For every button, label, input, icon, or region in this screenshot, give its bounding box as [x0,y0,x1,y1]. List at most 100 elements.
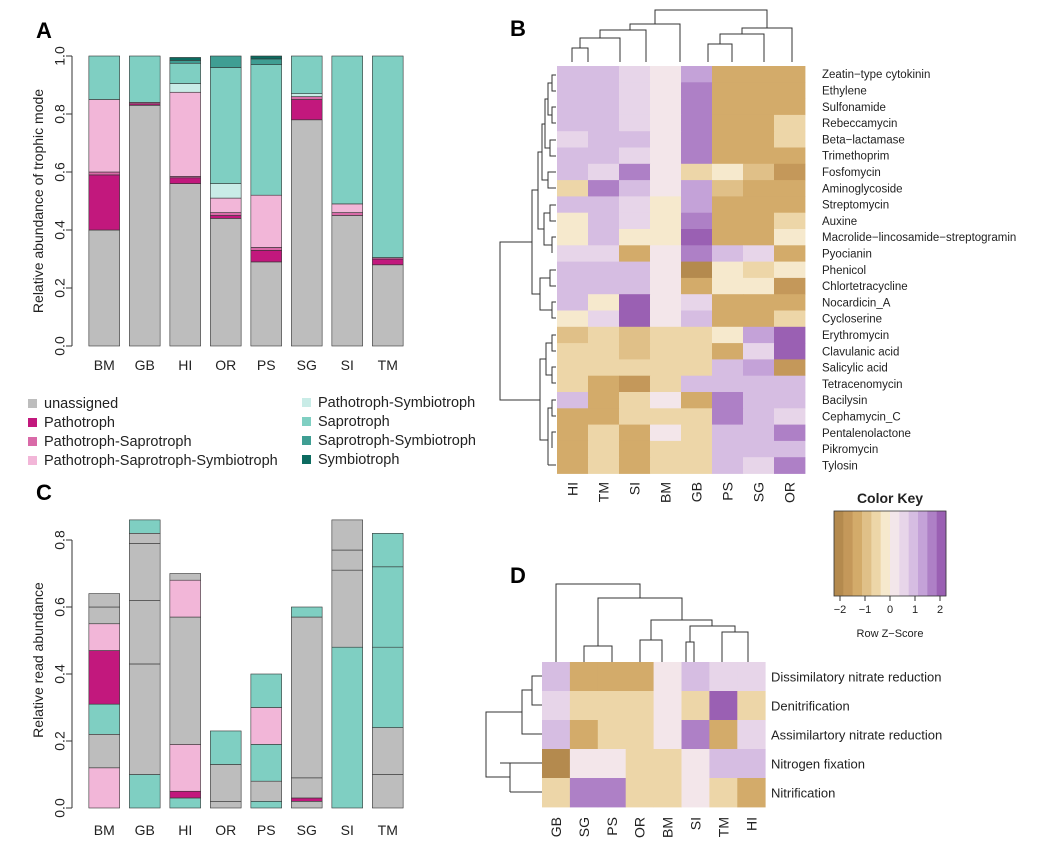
panel-b-heatmap-cell [774,98,806,116]
panel-d-heatmap-cell [737,720,766,750]
panel-d-heatmap-cell [709,749,738,779]
panel-label-c: C [36,480,52,505]
legend-label: Symbiotroph [318,452,399,468]
panel-a-bar-segment [372,55,404,258]
panel-b-heatmap-cell [588,375,620,393]
panel-c-bar-segment [88,606,120,625]
panel-a-bar-segment [129,105,161,347]
panel-b-heatmap-cell [681,196,713,214]
panel-b-heatmap-cell [557,196,589,214]
panel-c-bar-segment [88,733,120,769]
panel-b-heatmap-cell [681,229,713,246]
panel-b-heatmap-cell [681,343,713,360]
panel-a-xtick-label: SG [297,357,317,373]
panel-d-column-label: GB [548,817,564,837]
panel-b-heatmap-cell [650,212,682,230]
panel-d-column-dendrogram [555,583,749,662]
panel-b-heatmap-cell [681,375,713,393]
legend-swatch [28,456,37,465]
panel-a-bar-segment [210,215,242,219]
panel-c-bar-segment [129,543,161,601]
panel-b-heatmap-cell [774,114,806,132]
panel-b-row-label: Beta−lactamase [822,134,905,146]
panel-d-heatmap-cell [597,749,627,779]
panel-b-heatmap-cell [681,147,713,165]
panel-d-heatmap-cell [653,778,682,808]
panel-b-column-label: TM [596,482,612,502]
panel-b-heatmap-cell [681,212,713,230]
panel-c-bar-segment [331,519,363,551]
panel-a-bar-segment [372,258,404,266]
panel-c-xtick-label: SG [297,822,317,838]
panel-d-column-label: OR [632,817,648,838]
panel-b-heatmap-cell [681,245,713,262]
panel-d-heatmap-cell [597,778,627,808]
panel-d-heatmap-cell [737,662,766,692]
panel-c-ytick-label: 0.2 [52,731,68,751]
panel-b-heatmap-cell [774,147,806,165]
color-key-swatch [880,511,891,596]
panel-b-heatmap-cell [588,261,620,279]
panel-a-bar-segment [291,99,323,121]
panel-d-heatmap-cell [597,662,627,692]
legend-label: Pathotroph-Saprotroph [44,434,192,450]
panel-d-column-label: SG [576,817,592,837]
panel-b-heatmap-cell [619,424,651,442]
panel-b-heatmap-cell [619,212,651,230]
panel-b-heatmap-cell [712,114,744,132]
color-key-swatch [918,511,928,596]
panel-b-heatmap-cell [588,98,620,116]
panel-b-heatmap-cell [712,424,744,442]
panel-d-row-dendrogram [485,675,542,793]
panel-d-heatmap-cell [737,778,766,808]
panel-b-row-label: Chlortetracycline [822,281,908,293]
panel-c-bar-segment [291,797,323,802]
panel-b-heatmap-cell [650,392,682,409]
panel-d-row-label: Denitrification [771,699,850,714]
panel-c-xtick-label: OR [215,822,236,838]
panel-c-bar-segment [169,616,201,745]
panel-b-heatmap-cell [712,196,744,214]
panel-b-heatmap-cell [557,245,589,262]
panel-d-heatmap-cell [681,662,710,692]
panel-d-heatmap-cell [737,749,766,779]
panel-a-xtick-label: HI [178,357,192,373]
panel-d-heatmap-cell [597,720,627,750]
panel-b-heatmap-cell [743,440,775,458]
panel-b-heatmap-cell [619,261,651,279]
legend-swatch [28,418,37,427]
panel-b-heatmap: Zeatin−type cytokinin Ethylene Sulfonamide… [557,66,1016,503]
panel-b-heatmap-cell [681,392,713,409]
color-key-swatch [908,511,919,596]
panel-d-heatmap-cell [709,662,738,692]
panel-b-heatmap-cell [588,180,620,197]
panel-b-heatmap-cell [557,359,589,377]
panel-c-bar-segment [129,532,161,544]
panel-b-heatmap-cell [774,131,806,148]
panel-d-heatmap-cell [569,691,599,721]
panel-a-bar-segment [291,55,323,95]
panel-b-heatmap-cell [774,359,806,377]
panel-b-heatmap-cell [712,343,744,360]
panel-c-ytick-label: 0.0 [52,798,68,818]
panel-d-heatmap-cell [542,662,571,692]
color-key-swatch [899,511,909,596]
panel-a-bar-segment [250,261,282,347]
panel-b-heatmap-cell [557,114,589,132]
panel-c-bar-segment [88,593,120,608]
panel-b-heatmap-cell [712,277,744,295]
panel-b-row-label: Phenicol [822,265,866,277]
panel-c-bar-segment [88,703,120,735]
panel-c-bar-segment [331,646,363,809]
panel-b-heatmap-cell [743,359,775,377]
panel-a-bar-segment [169,177,201,184]
panel-b-heatmap-cell [743,245,775,262]
panel-d-heatmap-cell [625,662,654,692]
panel-b-heatmap-cell [650,294,682,311]
panel-b-heatmap-cell [774,294,806,311]
panel-c-bar-segment [129,774,161,809]
legend-label: Pathotroph-Symbiotroph [318,395,475,411]
panel-b-heatmap-cell [650,310,682,328]
panel-d-heatmap-cell [542,691,571,721]
panel-b-heatmap-cell [681,66,713,83]
